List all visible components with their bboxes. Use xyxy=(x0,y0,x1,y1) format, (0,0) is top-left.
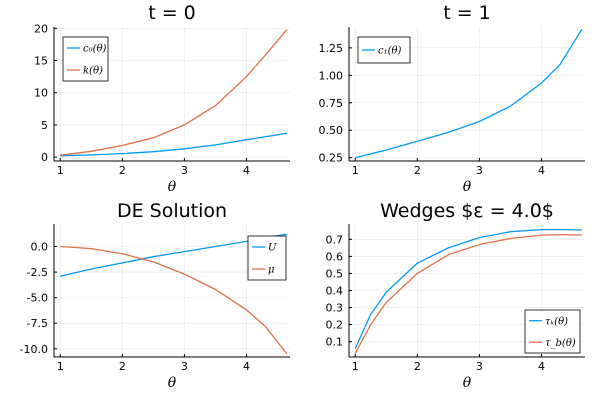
y-tick-label: 1.00 xyxy=(319,69,344,82)
chart-panel-3: 1 2 3 4 0.0 -2.5 -5.0 -7.5 -10.0 DE Solution θ Uμ xyxy=(20,200,290,391)
legend: τₖ(θ) τ_b(θ) xyxy=(524,309,581,354)
legend-box xyxy=(524,309,581,354)
chart-panel-1: 1 2 3 4 0 5 10 15 20 t = 0 θ c₀(θ) k(θ) xyxy=(34,2,290,195)
x-axis-label: θ xyxy=(463,179,472,195)
x-tick-label: 2 xyxy=(414,164,421,177)
series-line-1 xyxy=(354,228,582,349)
y-tick-label: 0.1 xyxy=(326,336,344,349)
x-tick-label: 1 xyxy=(57,360,64,373)
y-tick-label: 1.25 xyxy=(319,42,344,55)
y-tick-label: 0.3 xyxy=(326,302,344,315)
legend-entry: τₖ(θ) xyxy=(545,316,568,327)
x-tick-label: 3 xyxy=(181,360,188,373)
chart-title: t = 1 xyxy=(443,2,491,24)
y-tick-label: -10.0 xyxy=(20,343,48,356)
chart-panel-4: 1 2 3 4 0.1 0.2 0.3 0.4 0.5 0.6 0.7 Wedges $ε = 4.0… xyxy=(326,200,585,391)
legend-box xyxy=(62,36,109,82)
x-tick-label: 1 xyxy=(352,360,359,373)
series-line-2 xyxy=(60,245,288,355)
y-tick-label: -2.5 xyxy=(27,266,48,279)
y-tick-label: 0.50 xyxy=(319,124,344,137)
x-tick-label: 2 xyxy=(119,164,126,177)
series-line-2 xyxy=(354,233,582,354)
x-tick-label: 1 xyxy=(352,164,359,177)
y-tick-label: 0.25 xyxy=(319,152,344,165)
x-tick-label: 2 xyxy=(414,360,421,373)
chart-title: t = 0 xyxy=(148,2,196,24)
y-tick-label: 0.75 xyxy=(319,97,344,110)
y-tick-label: -7.5 xyxy=(27,317,48,330)
legend-entry: c₁(θ) xyxy=(378,46,402,57)
x-tick-label: 1 xyxy=(57,164,64,177)
y-tick-label: 0.6 xyxy=(326,250,344,263)
chart-title: DE Solution xyxy=(117,200,227,222)
x-tick-label: 3 xyxy=(181,164,188,177)
y-tick-label: 0 xyxy=(41,151,48,164)
series-line-2 xyxy=(60,29,288,156)
legend: c₁(θ) xyxy=(357,36,411,64)
legend: Uμ xyxy=(247,235,287,281)
x-axis-label: θ xyxy=(463,375,472,391)
y-tick-label: 20 xyxy=(34,22,48,35)
y-tick-label: 5 xyxy=(41,119,48,132)
y-tick-label: 10 xyxy=(34,87,48,100)
legend-entry: μ xyxy=(268,265,275,276)
x-tick-label: 3 xyxy=(476,360,483,373)
legend-entry: τ_b(θ) xyxy=(545,338,576,349)
y-tick-label: -5.0 xyxy=(27,292,48,305)
y-tick-label: 0.5 xyxy=(326,267,344,280)
x-tick-label: 4 xyxy=(538,360,545,373)
legend: c₀(θ) k(θ) xyxy=(62,36,109,82)
legend-entry: k(θ) xyxy=(83,66,103,77)
y-tick-label: 0.0 xyxy=(31,241,49,254)
x-tick-label: 4 xyxy=(538,164,545,177)
y-tick-label: 0.4 xyxy=(326,285,344,298)
series-line-1 xyxy=(60,132,288,157)
y-tick-label: 15 xyxy=(34,55,48,68)
x-tick-label: 3 xyxy=(476,164,483,177)
y-tick-label: 0.2 xyxy=(326,319,344,332)
chart-title: Wedges $ε = 4.0$ xyxy=(380,200,554,222)
legend-entry: U xyxy=(268,243,277,254)
x-tick-label: 2 xyxy=(119,360,126,373)
x-axis-label: θ xyxy=(168,179,177,195)
x-axis-label: θ xyxy=(168,375,177,391)
y-tick-label: 0.7 xyxy=(326,233,344,246)
legend-box xyxy=(247,235,287,281)
x-tick-label: 4 xyxy=(243,360,250,373)
series-line-1 xyxy=(355,28,583,159)
chart-panel-2: 1 2 3 4 0.25 0.50 0.75 1.00 1.25 t = 1 θ c₁(θ) xyxy=(319,2,585,195)
x-tick-label: 4 xyxy=(243,164,250,177)
legend-entry: c₀(θ) xyxy=(83,44,107,55)
legend-box xyxy=(357,36,411,64)
